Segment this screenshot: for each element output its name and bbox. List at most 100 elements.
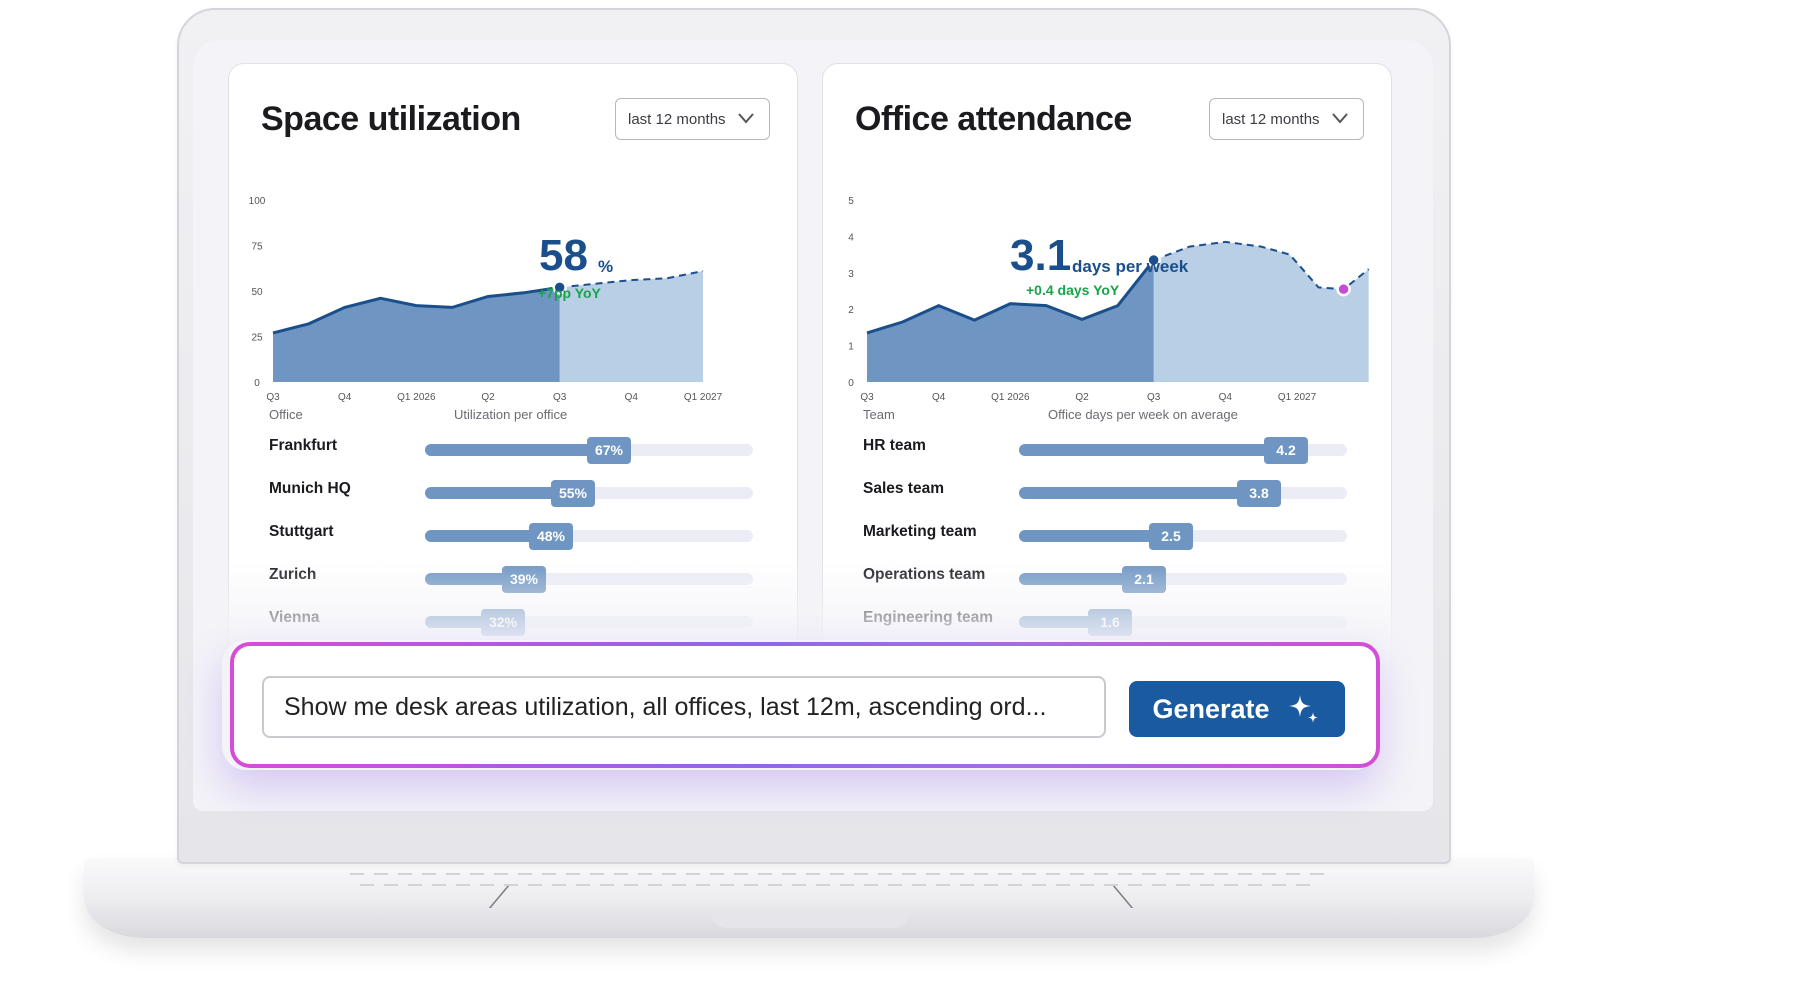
bar-track: 32%	[425, 609, 753, 636]
bar-track: 2.1	[1019, 566, 1347, 593]
office-row-label: Vienna	[269, 609, 320, 626]
y-tick-label: 25	[251, 333, 263, 344]
office-row: Frankfurt 67%	[229, 432, 797, 464]
chevron-down-icon	[738, 113, 754, 124]
office-row: Munich HQ 55%	[229, 475, 797, 507]
bar-value-badge: 2.5	[1149, 523, 1193, 550]
office-attendance-card: Office attendance last 12 months 0 1 2 3 4 5 …	[822, 63, 1392, 705]
lid-notch	[712, 912, 908, 928]
bar-value-badge: 32%	[481, 609, 525, 636]
team-row: HR team 4.2	[823, 432, 1391, 464]
office-row-label: Frankfurt	[269, 437, 338, 454]
x-tick-label: Q1 2027	[684, 392, 723, 403]
sparkle-icon	[1288, 695, 1318, 723]
office-attendance-chart: 0 1 2 3 4 5 Q3 Q4 Q1 2026 Q2 Q3 Q4 Q1 2027 3.1 days…	[848, 196, 1370, 403]
kpi-value: 58	[539, 231, 588, 280]
x-tick-label: Q3	[553, 392, 567, 403]
team-row-label: Marketing team	[863, 523, 977, 540]
team-row: Operations team 2.1	[823, 561, 1391, 593]
bar-value-badge: 4.2	[1264, 437, 1308, 464]
period-dropdown-label: last 12 months	[1222, 110, 1320, 128]
generate-button[interactable]: Generate	[1129, 681, 1345, 737]
prompt-input[interactable]: Show me desk areas utilization, all offi…	[262, 676, 1106, 738]
bar-track: 2.5	[1019, 523, 1347, 550]
kpi-change: +7pp YoY	[538, 285, 602, 301]
forecast-line	[559, 270, 704, 289]
bar-value-badge: 55%	[551, 480, 595, 507]
bar-track: 3.8	[1019, 480, 1347, 507]
y-tick-label: 50	[251, 287, 263, 298]
actual-line	[866, 259, 1155, 335]
keyboard-row	[360, 884, 1320, 886]
y-tick-label: 0	[848, 378, 854, 389]
kpi-unit: %	[598, 257, 613, 276]
team-row-label: Engineering team	[863, 609, 994, 626]
office-row-label: Stuttgart	[269, 523, 334, 540]
y-tick-label: 3	[848, 269, 854, 280]
bar-track: 55%	[425, 480, 753, 507]
forecast-area	[559, 271, 703, 382]
x-tick-label: Q4	[625, 392, 639, 403]
bar-fill	[425, 487, 591, 499]
team-row: Sales team 3.8	[823, 475, 1391, 507]
x-tick-label: Q4	[338, 392, 352, 403]
y-tick-label: 4	[848, 232, 854, 243]
team-row: Marketing team 2.5	[823, 518, 1391, 550]
bar-track: 48%	[425, 523, 753, 550]
bar-value-badge: 67%	[587, 437, 631, 464]
x-tick-label: Q2	[1075, 392, 1089, 403]
x-tick-label: Q1 2027	[1278, 392, 1317, 403]
actual-area	[273, 287, 560, 382]
bar-value-badge: 39%	[502, 566, 546, 593]
office-row: Vienna 32%	[229, 604, 797, 636]
office-attendance-title: Office attendance	[855, 100, 1132, 138]
space-utilization-period-dropdown[interactable]: last 12 months	[615, 98, 770, 140]
y-tick-label: 100	[249, 196, 266, 207]
bar-value-badge: 1.6	[1088, 609, 1132, 636]
anomaly-marker	[1336, 281, 1351, 297]
x-tick-label: Q1 2026	[991, 392, 1030, 403]
team-row-label: Operations team	[863, 566, 986, 583]
current-point-marker	[1146, 252, 1161, 268]
table-header-office-days: Office days per week on average	[1048, 407, 1238, 422]
bar-value-badge: 3.8	[1237, 480, 1281, 507]
kpi-unit: days per week	[1072, 257, 1189, 276]
bar-track: 4.2	[1019, 437, 1347, 464]
x-tick-label: Q4	[932, 392, 946, 403]
current-point-marker	[552, 280, 567, 295]
bar-value-badge: 2.1	[1122, 566, 1166, 593]
office-row: Zurich 39%	[229, 561, 797, 593]
team-row-label: Sales team	[863, 480, 944, 497]
x-tick-label: Q3	[266, 392, 280, 403]
x-tick-label: Q2	[481, 392, 495, 403]
kpi-value: 3.1	[1010, 231, 1071, 280]
x-tick-label: Q3	[860, 392, 874, 403]
kpi-change: +0.4 days YoY	[1026, 282, 1120, 298]
table-header-office: Office	[269, 407, 303, 422]
space-utilization-title: Space utilization	[261, 100, 521, 138]
generate-button-label: Generate	[1152, 693, 1270, 724]
bar-fill	[1019, 487, 1277, 499]
bar-fill	[425, 444, 627, 456]
office-row-label: Munich HQ	[269, 480, 351, 497]
y-tick-label: 0	[254, 378, 260, 389]
bar-track: 39%	[425, 566, 753, 593]
chevron-down-icon	[1332, 113, 1348, 124]
office-attendance-period-dropdown[interactable]: last 12 months	[1209, 98, 1364, 140]
actual-line	[272, 285, 560, 335]
space-utilization-card: Space utilization last 12 months 0 25 50 75…	[228, 63, 798, 705]
bar-fill	[1019, 530, 1189, 542]
forecast-area	[1153, 241, 1369, 382]
table-header-team: Team	[863, 407, 895, 422]
x-tick-label: Q1 2026	[397, 392, 436, 403]
y-tick-label: 1	[848, 342, 854, 353]
keyboard-row	[350, 873, 1330, 875]
actual-area	[867, 260, 1154, 382]
y-tick-label: 5	[848, 196, 854, 207]
space-utilization-chart: 0 25 50 75 100 Q3 Q4 Q1 2026 Q2 Q3 Q4 Q1 2027 58 %…	[249, 196, 723, 403]
prompt-bar: Show me desk areas utilization, all offi…	[230, 642, 1380, 768]
bar-track: 1.6	[1019, 609, 1347, 636]
office-row-label: Zurich	[269, 566, 317, 583]
bar-track: 67%	[425, 437, 753, 464]
table-header-utilization: Utilization per office	[454, 407, 568, 422]
